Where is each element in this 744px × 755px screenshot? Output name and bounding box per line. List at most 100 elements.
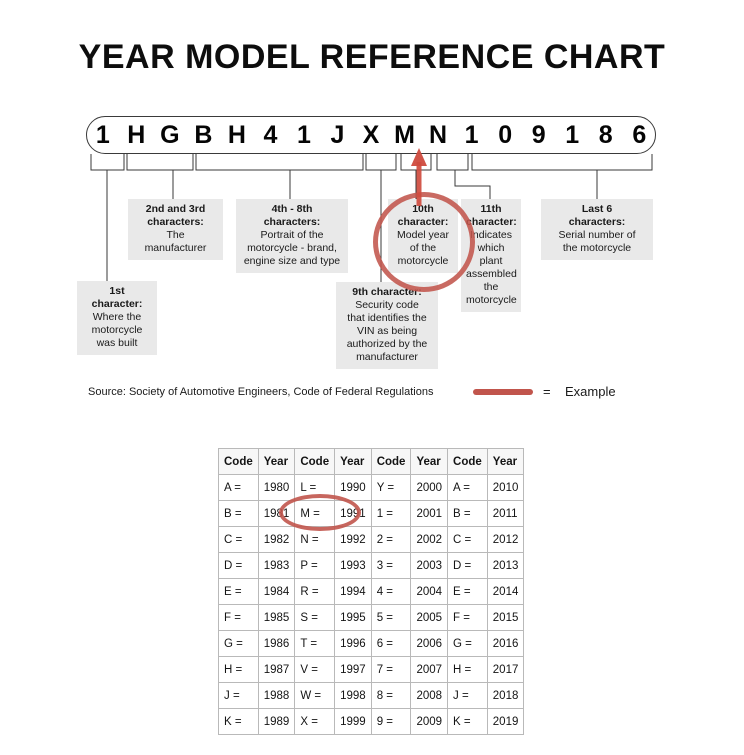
header-code-3: Code [370, 448, 412, 475]
cell-code-0-0: A = [218, 474, 259, 501]
cell-year-2-1: 1982 [257, 526, 296, 553]
annotation-4th8th-line-5: engine size and type [243, 255, 341, 267]
cell-year-9-5: 2009 [410, 708, 449, 735]
annotation-4th8th-line-3: Portrait of the [260, 229, 324, 241]
cell-year-1-7: 2011 [486, 500, 525, 527]
cell-year-6-5: 2006 [410, 630, 449, 657]
annotation-1st-character: 1st character: Where the motorcycle was … [77, 281, 157, 355]
vin-char-10: M [394, 120, 415, 149]
vin-char-4: B [194, 120, 213, 149]
cell-code-3-2: P = [294, 552, 336, 579]
annotation-11th-line-4: which plant [477, 242, 505, 267]
cell-year-8-5: 2008 [410, 682, 449, 709]
legend-color-swatch [473, 389, 533, 395]
annotation-1st-line-4: motorcycle [91, 324, 143, 336]
cell-code-7-2: V = [294, 656, 336, 683]
source-text: Source: Society of Automotive Engineers,… [88, 386, 434, 398]
cell-code-5-6: F = [447, 604, 488, 631]
annotation-2nd3rd-line-2: characters: [147, 216, 204, 228]
annotation-11th-line-2: character: [466, 216, 517, 228]
cell-year-6-7: 2016 [486, 630, 525, 657]
cell-year-6-1: 1986 [257, 630, 296, 657]
annotation-11th-line-6: the [483, 281, 499, 293]
cell-year-7-5: 2007 [410, 656, 449, 683]
cell-code-6-4: 6 = [370, 630, 412, 657]
cell-year-4-5: 2004 [410, 578, 449, 605]
table-row: A = 1980 L = 1990 Y = 2000 A = 2010 [218, 474, 525, 501]
cell-year-5-5: 2005 [410, 604, 449, 631]
header-code-4: Code [447, 448, 488, 475]
cell-code-8-2: W = [294, 682, 336, 709]
cell-year-3-1: 1983 [257, 552, 296, 579]
annotation-9th-line-5: authorized by the [346, 338, 428, 350]
cell-year-7-1: 1987 [257, 656, 296, 683]
vin-char-6: 4 [263, 120, 278, 149]
cell-year-9-7: 2019 [486, 708, 525, 735]
legend-label: Example [565, 384, 616, 399]
table-header-row: Code Year Code Year Code Year Code Year [218, 448, 525, 475]
cell-code-8-6: J = [447, 682, 488, 709]
annotation-2nd3rd-line-4: manufacturer [144, 242, 207, 254]
annotation-last-6-characters: Last 6 characters: Serial number of the … [541, 199, 653, 260]
cell-year-3-5: 2003 [410, 552, 449, 579]
annotation-11th-line-3: Indicates [469, 229, 513, 241]
vin-char-8: J [330, 120, 345, 149]
annotation-4th8th-line-2: characters: [263, 216, 321, 228]
source-legend-row: Source: Society of Automotive Engineers,… [88, 384, 658, 402]
cell-code-1-4: 1 = [370, 500, 412, 527]
header-code-1: Code [218, 448, 259, 475]
year-code-table-body: A = 1980 L = 1990 Y = 2000 A = 2010 B = 1981 M = 19… [218, 474, 525, 735]
highlight-arrow-to-model-year-character [411, 148, 427, 206]
cell-code-6-0: G = [218, 630, 259, 657]
table-row: J = 1988 W = 1998 8 = 2008 J = 2018 [218, 682, 525, 709]
vin-char-16: 8 [598, 120, 613, 149]
cell-code-4-4: 4 = [370, 578, 412, 605]
annotation-9th-line-6: manufacturer [356, 351, 418, 363]
vin-char-1: 1 [95, 120, 110, 149]
cell-year-3-3: 1993 [334, 552, 372, 579]
cell-year-0-7: 2010 [486, 474, 525, 501]
legend-equals-sign: = [543, 384, 551, 399]
cell-year-2-5: 2002 [410, 526, 449, 553]
annotation-1st-line-1: 1st [109, 285, 125, 297]
cell-year-3-7: 2013 [486, 552, 525, 579]
vin-char-14: 9 [531, 120, 546, 149]
cell-code-7-0: H = [218, 656, 259, 683]
cell-year-4-7: 2014 [486, 578, 525, 605]
annotation-11th-line-7: motorcycle [466, 294, 517, 306]
header-year-4: Year [486, 448, 525, 475]
cell-code-5-4: 5 = [370, 604, 412, 631]
vin-char-15: 1 [565, 120, 580, 149]
header-code-2: Code [294, 448, 336, 475]
annotation-11th-line-1: 11th [480, 203, 502, 215]
table-row: C = 1982 N = 1992 2 = 2002 C = 2012 [218, 526, 525, 553]
vin-char-9: X [362, 120, 380, 149]
table-row: K = 1989 X = 1999 9 = 2009 K = 2019 [218, 708, 525, 735]
cell-code-9-6: K = [447, 708, 488, 735]
table-row: B = 1981 M = 1991 1 = 2001 B = 2011 [218, 500, 525, 527]
vin-char-12: 1 [464, 120, 479, 149]
vin-char-17: 6 [632, 120, 647, 149]
vin-char-7: 1 [297, 120, 311, 149]
cell-year-9-3: 1999 [334, 708, 372, 735]
annotation-last6-line-1: Last 6 [581, 203, 613, 215]
cell-code-3-6: D = [447, 552, 488, 579]
cell-code-5-2: S = [294, 604, 336, 631]
cell-code-4-6: E = [447, 578, 488, 605]
cell-year-4-1: 1984 [257, 578, 296, 605]
cell-code-8-4: 8 = [370, 682, 412, 709]
cell-code-9-2: X = [294, 708, 336, 735]
cell-code-0-4: Y = [370, 474, 412, 501]
cell-code-3-0: D = [218, 552, 259, 579]
cell-code-2-4: 2 = [370, 526, 412, 553]
vin-char-3: G [160, 120, 180, 149]
annotation-2nd3rd-line-1: 2nd and 3rd [145, 203, 206, 215]
annotation-9th-line-4: VIN as being [356, 325, 418, 337]
annotation-last6-line-4: the motorcycle [562, 242, 632, 254]
year-code-table: Code Year Code Year Code Year Code Year … [218, 448, 525, 735]
annotation-last6-line-3: Serial number of [558, 229, 636, 241]
annotation-2nd3rd-line-3: The [166, 229, 185, 241]
annotation-1st-line-3: Where the [92, 311, 142, 323]
cell-code-2-6: C = [447, 526, 488, 553]
cell-code-3-4: 3 = [370, 552, 412, 579]
